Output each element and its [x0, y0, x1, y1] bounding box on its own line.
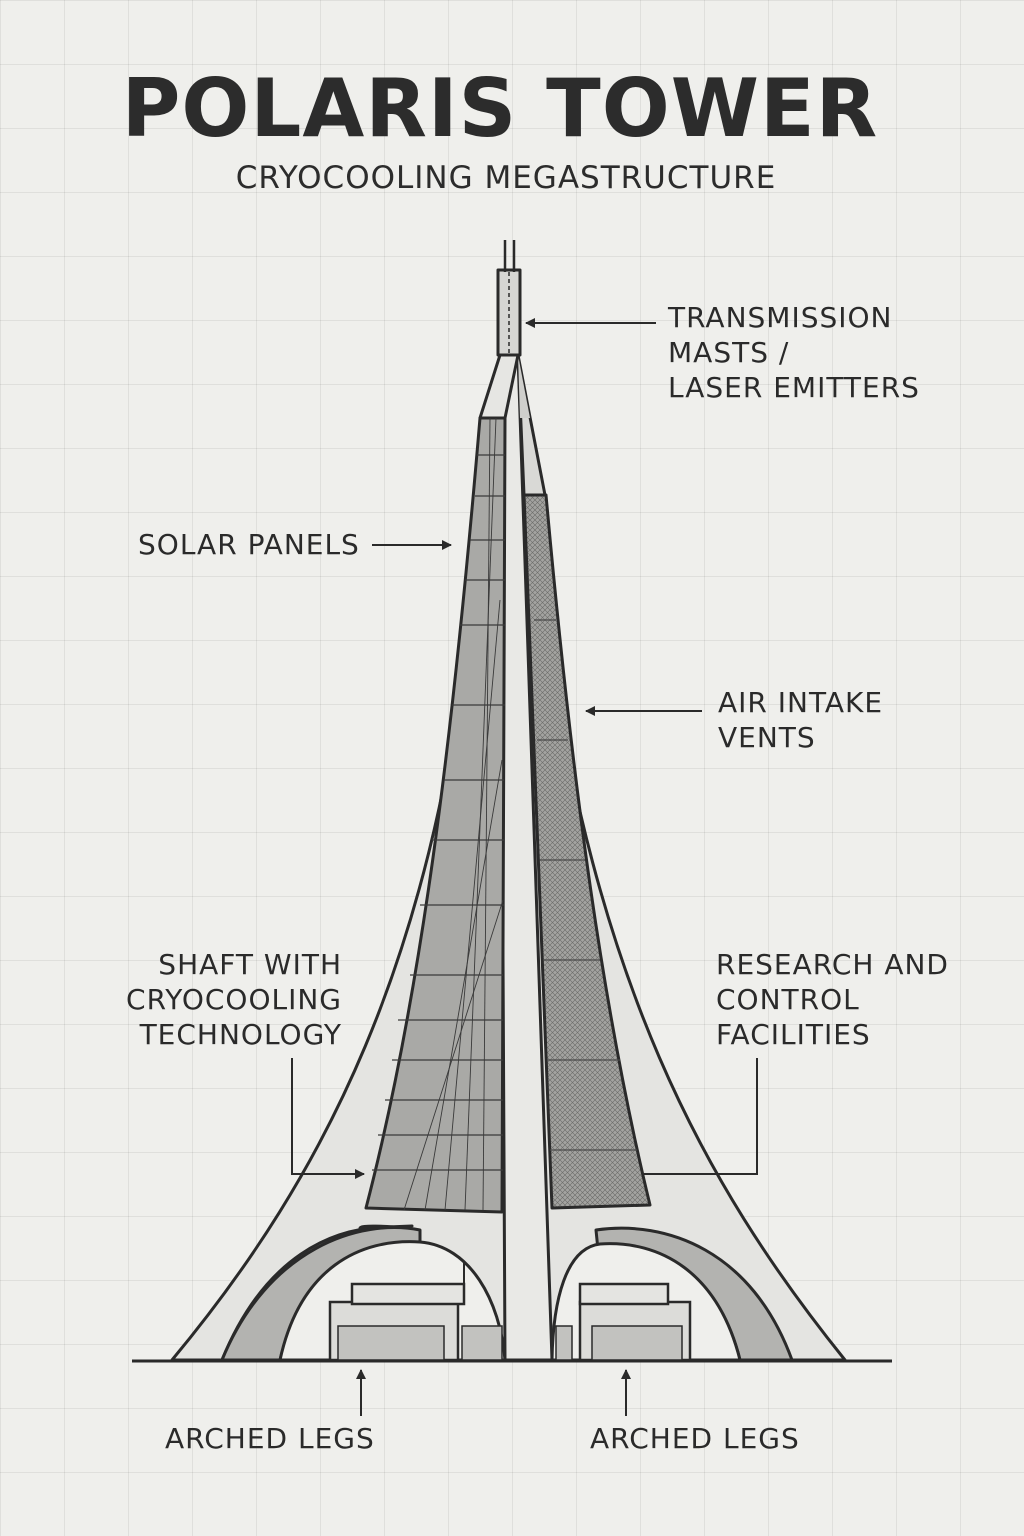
label-arched-legs-right: ARCHED LEGS	[590, 1422, 800, 1455]
shaft-arrow	[291, 1058, 365, 1179]
vent-grid	[534, 619, 637, 1151]
label-transmission: TRANSMISSION MASTS / LASER EMITTERS	[668, 301, 920, 404]
label-air-intake: AIR INTAKE VENTS	[718, 686, 884, 754]
label-research: RESEARCH AND CONTROL FACILITIES	[716, 948, 949, 1051]
diagram-title: POLARIS TOWER	[121, 62, 879, 155]
callout-arrows	[291, 318, 758, 1416]
label-shaft: SHAFT WITH CRYOCOOLING TECHNOLOGY	[126, 948, 342, 1051]
solar-panel-grid	[372, 417, 505, 1211]
research-arrow	[644, 1058, 758, 1175]
solar-panel-face	[364, 416, 507, 1214]
air-intake-face	[522, 493, 652, 1210]
tower-silhouette	[170, 240, 847, 1362]
diagram-subtitle: CRYOCOOLING MEGASTRUCTURE	[235, 160, 777, 196]
label-arched-legs-left: ARCHED LEGS	[165, 1422, 375, 1455]
label-solar-panels: SOLAR PANELS	[138, 528, 360, 561]
transmission-mast	[496, 268, 522, 357]
